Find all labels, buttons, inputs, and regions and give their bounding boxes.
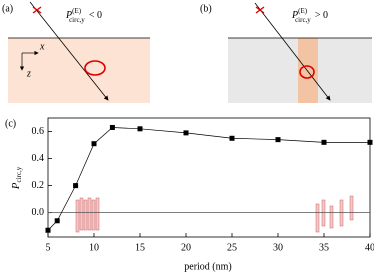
structure-sketch xyxy=(75,195,354,233)
plot-frame xyxy=(47,117,371,238)
medium xyxy=(8,38,150,103)
circular-polarization xyxy=(299,65,315,79)
annotation: P(E) circ,y > 0 xyxy=(291,7,328,24)
data-point xyxy=(54,218,60,224)
axis-label: x xyxy=(39,41,45,52)
y-tick-label: 0.4 xyxy=(32,153,45,164)
symbol: P xyxy=(65,10,72,21)
layer xyxy=(298,38,318,103)
data-point xyxy=(109,124,115,130)
superscript: (E) xyxy=(298,7,308,15)
polarization xyxy=(32,6,42,14)
data-point xyxy=(91,141,97,147)
superscript: (E) xyxy=(72,7,82,15)
circular-polarization xyxy=(84,60,106,76)
x-tick-label: 20 xyxy=(181,242,191,253)
y-tick-label: 0.6 xyxy=(32,126,45,137)
data-point xyxy=(73,183,79,189)
x-tick-label: 25 xyxy=(227,242,237,253)
data-point xyxy=(45,227,51,233)
polarization xyxy=(255,6,265,14)
x-tick-label: 40 xyxy=(365,242,374,253)
ray xyxy=(29,1,109,101)
data-point xyxy=(275,137,281,143)
y-tick-label: 0.0 xyxy=(32,207,45,218)
x-axis-label: period (nm) xyxy=(184,261,232,272)
data-point xyxy=(229,135,235,141)
annotation: P(E) circ,y < 0 xyxy=(65,7,102,24)
symbol: P xyxy=(10,182,22,190)
x-tick-label: 35 xyxy=(319,242,329,253)
relation: > 0 xyxy=(315,10,328,21)
x-tick-label: 10 xyxy=(89,242,99,253)
data-point xyxy=(183,130,189,136)
x-tick-label: 30 xyxy=(273,242,283,253)
symbol: P xyxy=(291,10,298,21)
subscript: circ,y xyxy=(295,16,311,24)
ray xyxy=(254,2,331,101)
x-tick-label: 5 xyxy=(46,242,51,253)
axis-label: z xyxy=(26,68,31,79)
y-tick-label: 0.2 xyxy=(32,180,45,191)
panel-label: (c) xyxy=(5,118,16,129)
data-point xyxy=(367,139,373,145)
panel-label: (b) xyxy=(200,3,212,14)
subscript: circ,y xyxy=(69,16,85,24)
data-point xyxy=(137,126,143,132)
data-point xyxy=(321,139,327,145)
relation: < 0 xyxy=(89,10,102,21)
panel-label: (a) xyxy=(2,3,13,14)
y-axis-label: Pcirc,y xyxy=(10,166,23,190)
x-tick-label: 15 xyxy=(135,242,145,253)
subscript: circ,y xyxy=(15,166,23,182)
